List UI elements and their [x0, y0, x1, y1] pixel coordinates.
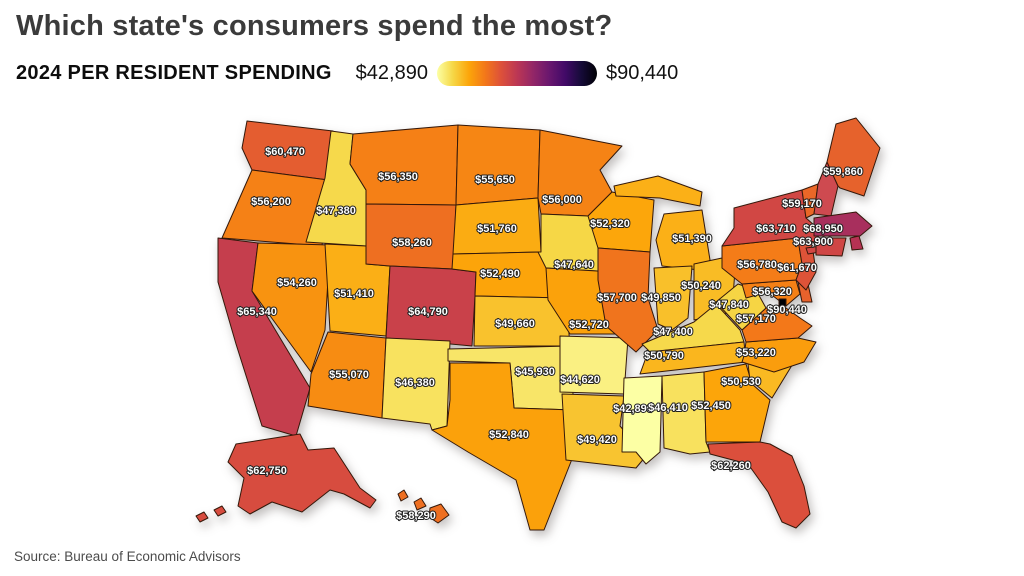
state-hi — [397, 489, 409, 502]
state-hi — [428, 503, 450, 524]
state-label-ar: $44,620 — [560, 374, 600, 386]
state-label-sc: $50,530 — [721, 376, 761, 388]
state-label-tx: $52,840 — [489, 429, 529, 441]
state-il — [597, 247, 659, 353]
state-label-ca: $65,340 — [237, 306, 277, 318]
state-label-co: $64,790 — [408, 306, 448, 318]
state-label-sd: $51,760 — [477, 223, 517, 235]
state-label-ma: $68,950 — [803, 223, 843, 235]
state-label-ok: $45,930 — [515, 366, 555, 378]
state-label-oh: $50,240 — [681, 280, 721, 292]
state-label-ny: $63,710 — [756, 223, 796, 235]
state-ma — [813, 211, 873, 237]
state-label-ia: $47,640 — [554, 259, 594, 271]
state-label-hi: $58,290 — [396, 510, 436, 522]
state-ms — [621, 375, 663, 465]
state-label-mi: $51,390 — [672, 233, 712, 245]
state-label-il: $57,700 — [597, 292, 637, 304]
state-label-pa: $56,780 — [737, 259, 777, 271]
state-label-ks: $49,660 — [495, 318, 535, 330]
state-mi — [613, 175, 703, 207]
state-label-fl: $62,260 — [711, 460, 751, 472]
state-nv — [251, 242, 331, 373]
state-label-mn: $56,000 — [542, 194, 582, 206]
state-shapes — [195, 117, 881, 531]
legend: 2024 PER RESIDENT SPENDING $42,890 $90,4… — [16, 61, 678, 86]
state-label-ga: $52,450 — [691, 400, 731, 412]
state-label-vt: $59,170 — [782, 198, 822, 210]
state-label-wi: $52,320 — [590, 218, 630, 230]
state-label-nv: $54,260 — [277, 277, 317, 289]
state-label-wy: $58,260 — [392, 237, 432, 249]
state-label-nc: $53,220 — [736, 347, 776, 359]
state-label-va: $57,170 — [736, 313, 776, 325]
state-mt — [349, 124, 459, 206]
legend-min-label: $42,890 — [355, 62, 428, 84]
state-label-ms: $42,890 — [613, 403, 653, 415]
state-label-mo: $52,720 — [569, 319, 609, 331]
state-label-wv: $47,840 — [709, 299, 749, 311]
state-label-ct: $63,900 — [793, 236, 833, 248]
state-ga — [703, 363, 771, 443]
source-credit: Source: Bureau of Economic Advisors — [14, 549, 241, 564]
state-label-nj: $61,670 — [777, 262, 817, 274]
state-ak — [227, 433, 377, 515]
state-dc — [778, 298, 787, 307]
state-ct — [815, 237, 847, 257]
state-tx — [431, 362, 599, 531]
state-nc — [741, 337, 817, 373]
state-label-ky: $47,400 — [653, 326, 693, 338]
state-me — [826, 117, 881, 197]
legend-gradient-bar — [436, 61, 597, 86]
state-az — [307, 331, 387, 419]
state-label-wa: $60,470 — [265, 146, 305, 158]
legend-max-label: $90,440 — [605, 62, 679, 84]
state-label-me: $59,860 — [823, 166, 863, 178]
state-label-az: $55,070 — [329, 369, 369, 381]
state-va — [741, 307, 813, 343]
chart-subtitle: 2024 PER RESIDENT SPENDING — [16, 62, 332, 84]
state-label-ak: $62,750 — [247, 465, 287, 477]
state-ak — [213, 505, 227, 517]
page-title: Which state's consumers spend the most? — [16, 10, 613, 42]
state-in — [653, 265, 693, 331]
state-label-or: $56,200 — [251, 196, 291, 208]
state-label-la: $49,420 — [577, 434, 617, 446]
state-label-id: $47,380 — [316, 205, 356, 217]
state-nh — [813, 161, 839, 217]
state-label-dc: $90,440 — [767, 304, 807, 316]
state-ak — [195, 511, 209, 523]
state-fl — [707, 441, 811, 529]
state-label-nm: $46,380 — [395, 377, 435, 389]
state-label-mt: $56,350 — [378, 171, 418, 183]
state-label-nd: $55,650 — [475, 174, 515, 186]
state-label-md: $56,320 — [752, 286, 792, 298]
state-label-ut: $51,410 — [334, 288, 374, 300]
state-hi — [413, 497, 427, 511]
state-label-in: $49,850 — [641, 292, 681, 304]
state-label-tn: $50,790 — [644, 350, 684, 362]
state-label-al: $46,410 — [648, 402, 688, 414]
state-label-ne: $52,490 — [480, 268, 520, 280]
state-value-labels: $60,470 $56,200 $65,340 $47,380 $54,260 $51,4… — [236, 145, 864, 523]
state-ri — [849, 235, 864, 251]
state-nd — [455, 124, 541, 206]
